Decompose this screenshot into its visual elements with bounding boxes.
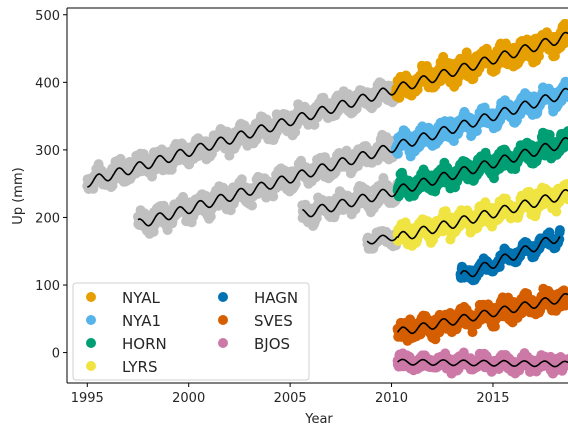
data-point xyxy=(309,119,320,130)
data-point xyxy=(88,183,99,194)
data-point xyxy=(178,191,188,202)
data-point xyxy=(268,191,279,202)
data-point xyxy=(247,200,257,211)
